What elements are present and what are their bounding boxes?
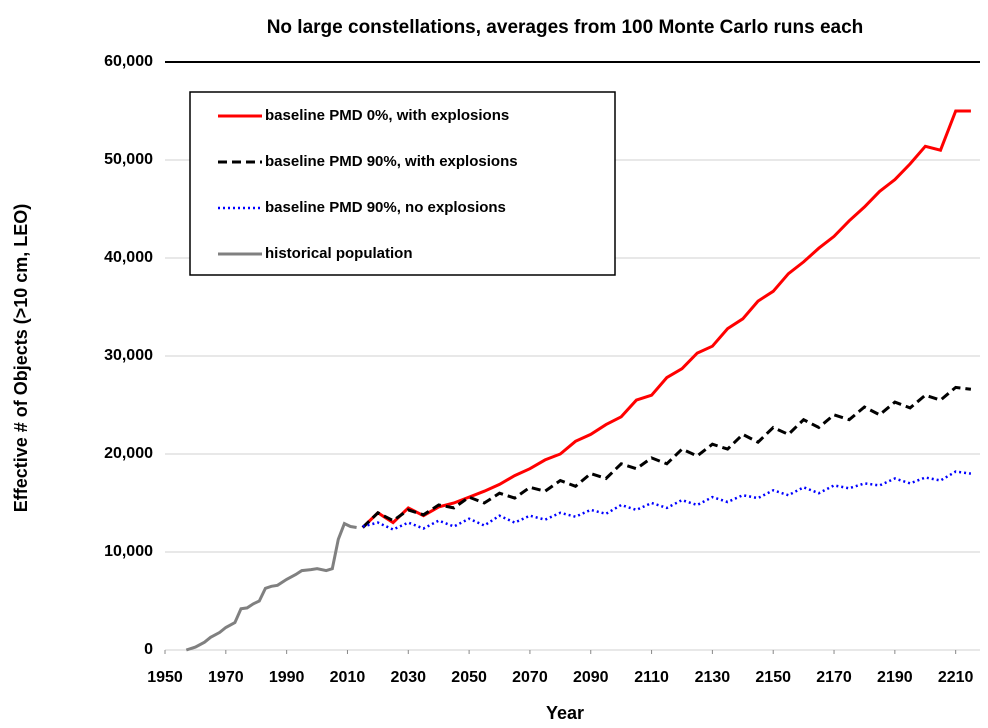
x-tick-label: 1950: [147, 669, 183, 686]
x-tick-label: 2150: [755, 669, 791, 686]
legend-label: baseline PMD 0%, with explosions: [265, 107, 509, 124]
y-axis-label: Effective # of Objects (>10 cm, LEO): [11, 204, 31, 513]
x-tick-label: 2110: [634, 669, 669, 686]
legend-label: baseline PMD 90%, no explosions: [265, 199, 506, 216]
x-tick-label: 2010: [330, 669, 366, 686]
x-axis-label: Year: [546, 703, 584, 723]
data-line: [185, 521, 357, 652]
x-tick-label: 2130: [695, 669, 731, 686]
x-tick-label: 2170: [816, 669, 852, 686]
data-line: [362, 470, 972, 531]
x-tick-label: 1990: [269, 669, 305, 686]
legend-box: [189, 91, 616, 276]
y-tick-label: 10,000: [104, 543, 153, 560]
y-tick-label: 60,000: [104, 53, 153, 70]
x-tick-label: 2050: [451, 669, 487, 686]
legend: baseline PMD 0%, with explosions baseline…: [189, 91, 616, 276]
data-line: [361, 385, 972, 529]
x-tick-label: 2090: [573, 669, 609, 686]
y-tick-label: 20,000: [104, 445, 153, 462]
y-tick-label: 0: [144, 641, 153, 658]
legend-label: historical population: [265, 245, 413, 262]
x-tick-label: 2030: [390, 669, 426, 686]
y-tick-label: 50,000: [104, 151, 153, 168]
x-tick-label: 2210: [938, 669, 974, 686]
y-tick-label: 40,000: [104, 249, 153, 266]
legend-label: baseline PMD 90%, with explosions: [265, 153, 518, 170]
chart-title: No large constellations, averages from 1…: [267, 17, 864, 38]
x-tick-label: 2070: [512, 669, 548, 686]
y-tick-label: 30,000: [104, 347, 153, 364]
x-tick-label: 2190: [877, 669, 913, 686]
x-tick-label: 1970: [208, 669, 244, 686]
